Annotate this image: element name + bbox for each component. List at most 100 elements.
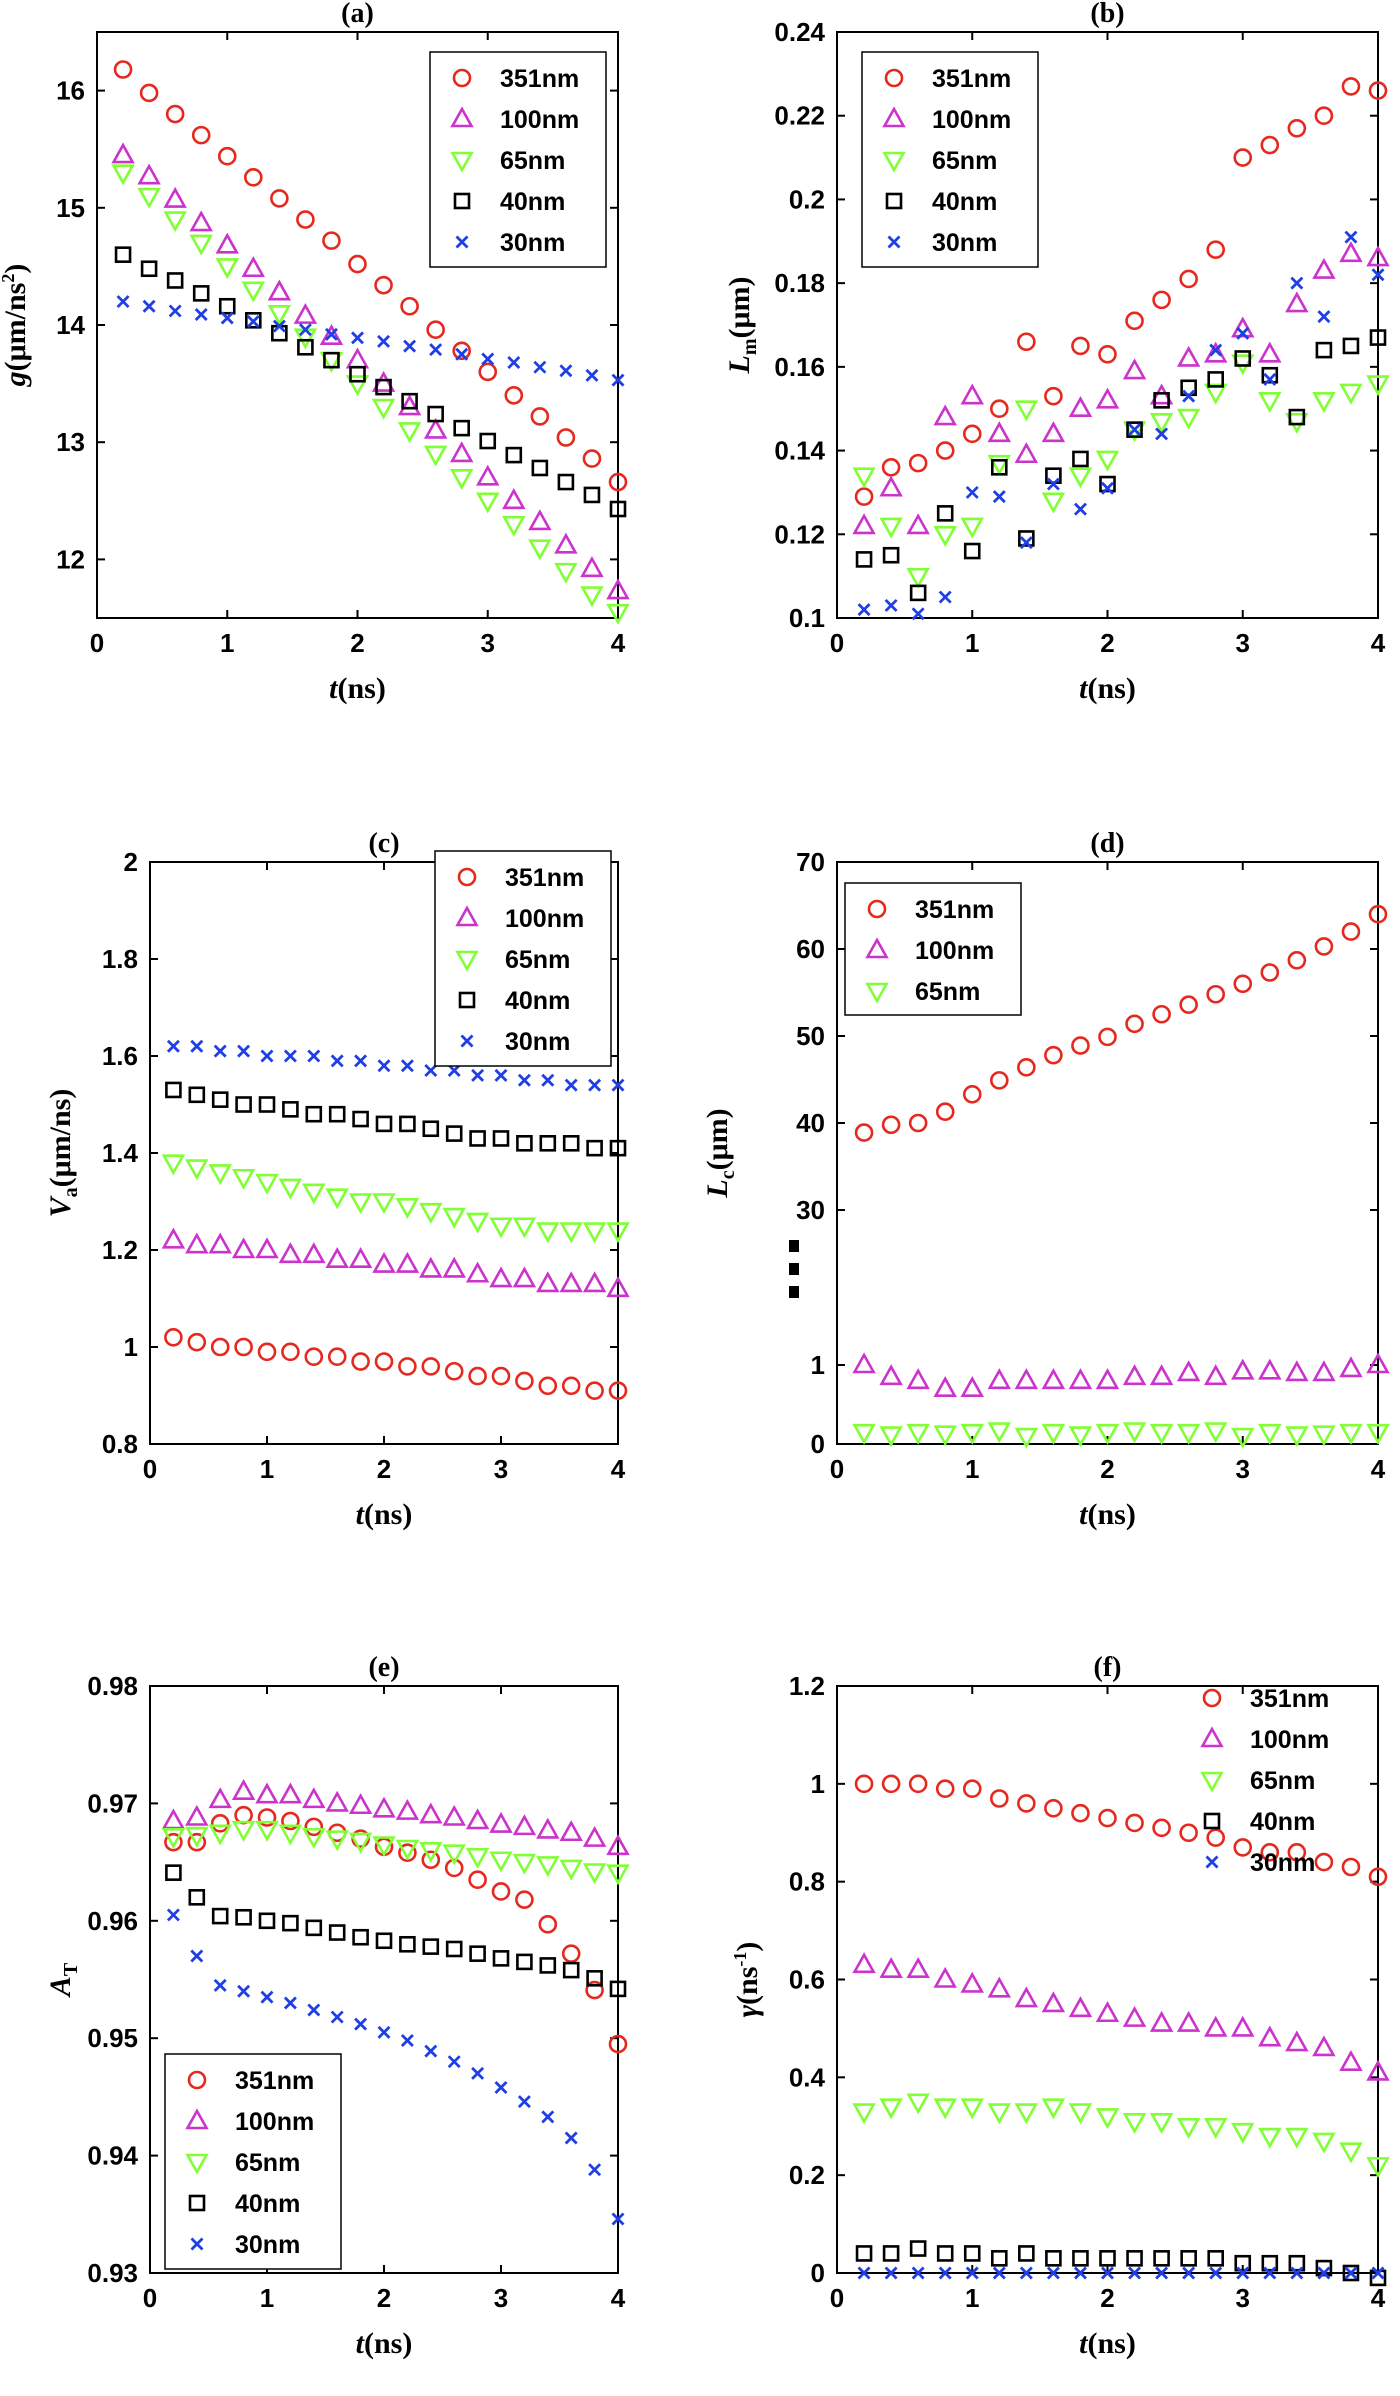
data-point-65nm — [371, 398, 396, 420]
data-point-65nm — [528, 539, 552, 561]
data-point-100nm — [1068, 1368, 1093, 1390]
legend-label: 351nm — [915, 896, 994, 924]
data-point-65nm — [476, 492, 500, 514]
data-point-40nm — [1207, 2250, 1224, 2267]
data-point-30nm — [911, 2266, 925, 2280]
data-point-40nm — [1153, 392, 1170, 409]
data-point-351nm — [1287, 118, 1307, 138]
x-axis-label: t(ns) — [356, 2327, 413, 2360]
data-point-100nm — [1285, 291, 1309, 313]
data-point-65nm — [1312, 1425, 1336, 1447]
x-tick-label: 4 — [1371, 1454, 1386, 1484]
data-point-30nm — [965, 485, 979, 499]
x-tick-label: 3 — [481, 628, 495, 658]
data-point-65nm — [395, 1839, 420, 1861]
data-point-100nm — [528, 509, 552, 531]
data-point-351nm — [582, 449, 602, 468]
data-point-40nm — [882, 2245, 900, 2262]
legend-marker-100nm — [882, 106, 906, 128]
panel-f: 0 1 2 3 4 0 0.2 0.4 0.6 0.8 1 1.2 (f) t(ns) γ(ns-1) — [730, 1652, 1390, 2360]
data-point-65nm — [161, 1154, 186, 1176]
data-point-100nm — [1339, 1356, 1363, 1378]
data-point-30nm — [611, 373, 625, 387]
legend: 351nm 100nm 65nm 40nm 30nm — [164, 2053, 342, 2270]
data-point-40nm — [399, 1935, 416, 1953]
series-40nm — [855, 329, 1387, 602]
x-tick-label: 0 — [830, 1454, 844, 1484]
legend-marker-40nm — [453, 192, 471, 210]
data-point-40nm — [305, 1919, 323, 1937]
data-point-40nm — [909, 2240, 927, 2257]
data-point-30nm — [1155, 2266, 1169, 2280]
data-point-30nm — [1046, 2266, 1060, 2280]
data-point-100nm — [442, 1804, 466, 1826]
y-tick-label: 12 — [56, 544, 85, 574]
data-point-65nm — [231, 1168, 256, 1190]
data-point-351nm — [217, 146, 237, 166]
data-point-30nm — [1371, 268, 1385, 282]
data-point-351nm — [1341, 1857, 1361, 1877]
data-point-65nm — [536, 1856, 560, 1878]
data-point-30nm — [1128, 423, 1142, 437]
data-point-40nm — [1099, 475, 1116, 493]
data-point-30nm — [1101, 481, 1114, 495]
data-point-40nm — [1315, 341, 1333, 359]
data-point-100nm — [933, 1966, 957, 1988]
data-point-30nm — [429, 343, 443, 357]
data-point-65nm — [489, 1217, 513, 1239]
data-point-351nm — [854, 1774, 874, 1794]
x-tick-label: 3 — [1236, 2283, 1250, 2313]
data-point-100nm — [852, 1952, 876, 1974]
legend-marker-65nm — [882, 151, 906, 173]
data-point-40nm — [453, 419, 471, 437]
data-point-65nm — [933, 1425, 957, 1447]
data-point-40nm — [539, 1957, 557, 1974]
data-point-65nm — [278, 1824, 303, 1846]
data-point-100nm — [906, 513, 930, 535]
data-point-65nm — [1041, 1423, 1066, 1445]
y-tick-label: 0.96 — [87, 1906, 138, 1936]
data-point-65nm — [208, 1824, 232, 1846]
data-point-351nm — [1368, 1867, 1388, 1887]
data-point-40nm — [1126, 421, 1143, 438]
data-point-30nm — [588, 2163, 602, 2177]
data-point-40nm — [401, 392, 418, 410]
data-point-351nm — [1314, 937, 1334, 956]
series-30nm — [857, 2266, 1385, 2280]
data-point-351nm — [478, 362, 498, 382]
data-point-100nm — [512, 1266, 537, 1288]
data-point-65nm — [1258, 2127, 1282, 2149]
data-point-65nm — [1312, 392, 1336, 414]
data-point-65nm — [255, 1173, 279, 1195]
data-point-351nm — [444, 1858, 464, 1878]
data-point-351nm — [113, 60, 133, 79]
data-point-351nm — [234, 1337, 253, 1357]
legend-marker-40nm — [885, 192, 903, 210]
series-100nm — [161, 1227, 630, 1298]
data-point-40nm — [445, 1125, 463, 1142]
data-point-40nm — [399, 1115, 416, 1133]
legend-marker-100nm — [455, 905, 479, 927]
data-point-40nm — [469, 1130, 486, 1147]
legend-label: 100nm — [915, 937, 994, 965]
legend-marker-100nm — [185, 2108, 209, 2130]
data-point-351nm — [1125, 1813, 1144, 1833]
y-tick-label: 1.2 — [789, 1671, 825, 1701]
data-point-100nm — [208, 1232, 232, 1254]
data-point-40nm — [609, 1139, 627, 1157]
data-point-100nm — [1122, 1364, 1147, 1386]
series-65nm — [852, 354, 1390, 589]
legend-box — [861, 51, 1039, 268]
data-point-100nm — [606, 1834, 630, 1856]
data-point-40nm — [1153, 2250, 1170, 2267]
data-point-351nm — [327, 1347, 347, 1366]
series-351nm — [854, 77, 1388, 506]
data-point-30nm — [1182, 2266, 1196, 2280]
data-point-100nm — [185, 1804, 209, 1826]
data-point-351nm — [1341, 922, 1361, 941]
data-point-100nm — [163, 186, 187, 208]
data-point-100nm — [1176, 1360, 1201, 1382]
y-tick-label: 0.1 — [789, 603, 825, 633]
data-point-30nm — [190, 1949, 204, 1963]
data-point-30nm — [283, 1996, 297, 2010]
